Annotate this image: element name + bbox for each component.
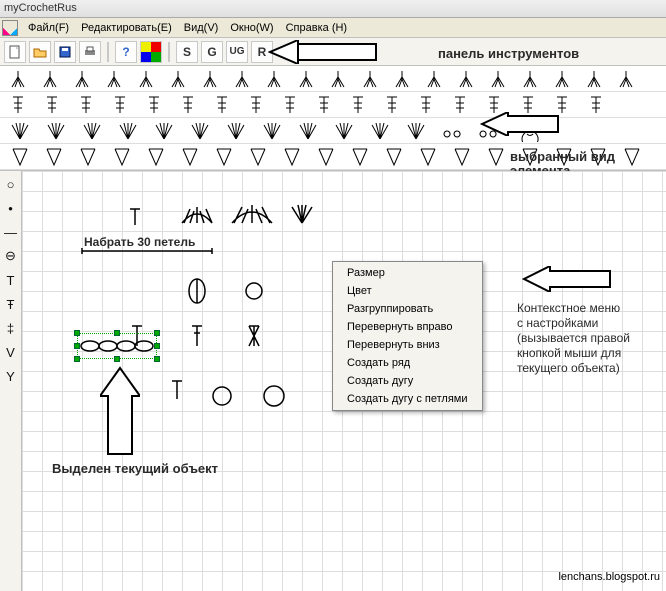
stitch-toolbar-rows: /*generated below*/: [0, 66, 666, 171]
stitch-row-4-icons[interactable]: [6, 146, 646, 168]
selection-box[interactable]: [77, 333, 157, 359]
stitch-row-2-icons[interactable]: [6, 94, 646, 116]
side-palette: ○ • — ⊖ T Ŧ ‡ V Y: [0, 171, 22, 591]
ctx-item-flip-down[interactable]: Перевернуть вниз: [333, 336, 482, 354]
palette-item[interactable]: Ŧ: [4, 297, 18, 311]
toolbar-separator: [168, 42, 170, 62]
toolbar-separator: [107, 42, 109, 62]
stitch-row-3: [0, 118, 666, 144]
menu-help[interactable]: Справка (H): [280, 20, 353, 36]
palette-item[interactable]: •: [4, 201, 18, 215]
stitch-row-1-icons[interactable]: [6, 68, 646, 90]
ctx-item-create-arc[interactable]: Создать дугу: [333, 372, 482, 390]
ctx-item-size[interactable]: Размер: [333, 264, 482, 282]
ctx-item-color[interactable]: Цвет: [333, 282, 482, 300]
canvas[interactable]: Набрать 30 петель Выделен текущий объект…: [22, 171, 666, 591]
ctx-item-create-arc-loops[interactable]: Создать дугу с петлями: [333, 390, 482, 408]
watermark: lenchans.blogspot.ru: [558, 571, 660, 583]
palette-item[interactable]: Y: [4, 369, 18, 383]
menu-edit[interactable]: Редактировать(E): [75, 20, 178, 36]
open-button[interactable]: [29, 41, 51, 63]
app-logo-icon: [2, 20, 18, 36]
mode-ug-button[interactable]: UG: [226, 41, 248, 63]
palette-item[interactable]: T: [4, 273, 18, 287]
window-titlebar: myCrochetRus: [0, 0, 666, 18]
save-button[interactable]: [54, 41, 76, 63]
ctx-item-ungroup[interactable]: Разгруппировать: [333, 300, 482, 318]
stitch-row-2: [0, 92, 666, 118]
menu-window[interactable]: Окно(W): [224, 20, 279, 36]
print-button[interactable]: [79, 41, 101, 63]
context-menu: Размер Цвет Разгруппировать Перевернуть …: [332, 261, 483, 411]
mode-g-button[interactable]: G: [201, 41, 223, 63]
workspace: ○ • — ⊖ T Ŧ ‡ V Y: [0, 171, 666, 591]
menu-view[interactable]: Вид(V): [178, 20, 225, 36]
ctx-item-flip-right[interactable]: Перевернуть вправо: [333, 318, 482, 336]
color-palette-button[interactable]: [140, 41, 162, 63]
palette-item[interactable]: ⊖: [4, 249, 18, 263]
mode-s-button[interactable]: S: [176, 41, 198, 63]
stitch-row-4: [0, 144, 666, 170]
palette-item[interactable]: ○: [4, 177, 18, 191]
palette-item[interactable]: V: [4, 345, 18, 359]
window-title: myCrochetRus: [4, 2, 77, 14]
new-button[interactable]: [4, 41, 26, 63]
stitch-row-3-icons[interactable]: [6, 120, 646, 142]
main-toolbar: ? S G UG R: [0, 38, 666, 66]
stitch-row-1: /*generated below*/: [0, 66, 666, 92]
menu-file[interactable]: Файл(F): [22, 20, 75, 36]
ctx-item-create-row[interactable]: Создать ряд: [333, 354, 482, 372]
palette-item[interactable]: —: [4, 225, 18, 239]
menubar: Файл(F) Редактировать(E) Вид(V) Окно(W) …: [0, 18, 666, 38]
help-button[interactable]: ?: [115, 41, 137, 63]
palette-item[interactable]: ‡: [4, 321, 18, 335]
mode-r-button[interactable]: R: [251, 41, 273, 63]
